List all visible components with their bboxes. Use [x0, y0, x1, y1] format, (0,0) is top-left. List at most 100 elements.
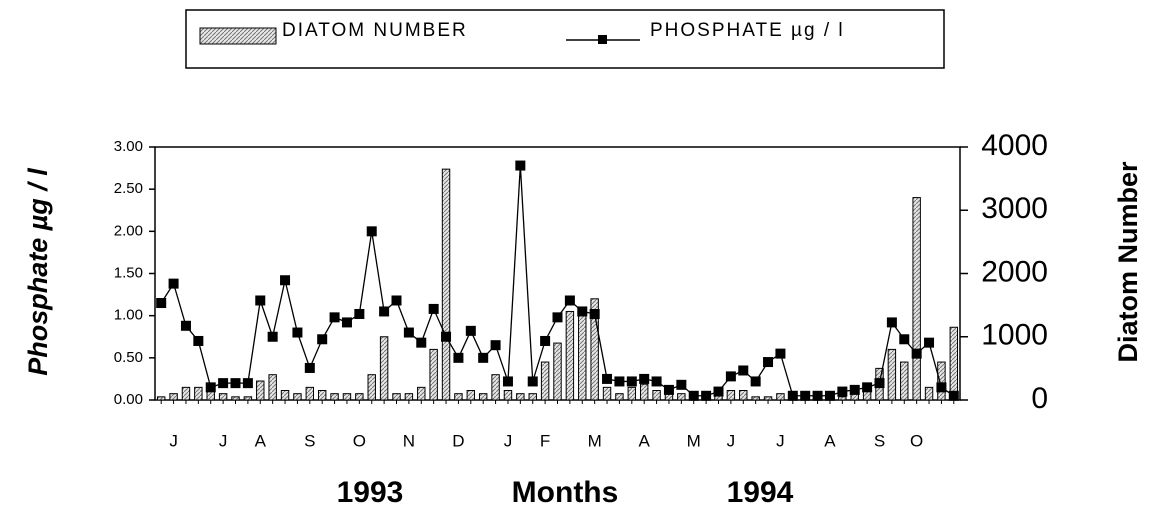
- x-tick-label: A: [824, 431, 836, 450]
- bar: [590, 298, 599, 401]
- x-axis-title: Months: [512, 476, 619, 509]
- y2-tick-label: 1000: [981, 319, 1048, 352]
- x-tick-label: J: [219, 431, 228, 450]
- marker: [329, 312, 340, 323]
- bar: [218, 393, 228, 401]
- marker: [849, 384, 860, 395]
- y2-tick-label: 3000: [981, 192, 1048, 225]
- marker: [948, 390, 959, 401]
- year-label: 1993: [337, 476, 404, 509]
- bar: [466, 390, 476, 401]
- x-tick-label: A: [255, 431, 267, 450]
- marker: [874, 378, 885, 389]
- bar: [404, 393, 414, 401]
- x-tick-label: A: [639, 431, 651, 450]
- marker: [837, 386, 848, 397]
- bar: [231, 396, 240, 401]
- marker: [515, 160, 526, 171]
- bar: [392, 393, 401, 401]
- x-tick-label: J: [169, 431, 178, 450]
- marker: [428, 303, 439, 314]
- bar: [429, 348, 438, 401]
- marker: [602, 373, 613, 384]
- marker: [391, 295, 402, 306]
- marker: [230, 378, 241, 389]
- bar: [367, 374, 376, 401]
- y2-tick-label: 2000: [981, 255, 1048, 288]
- marker: [886, 317, 897, 328]
- legend-swatch-marker: [598, 35, 607, 44]
- x-tick-label: J: [776, 431, 785, 450]
- bar: [491, 374, 500, 401]
- bar: [293, 393, 302, 401]
- y-tick-label: 2.00: [114, 222, 143, 239]
- bar: [739, 390, 748, 401]
- x-tick-label: M: [687, 431, 701, 450]
- marker: [614, 376, 625, 387]
- marker: [651, 376, 662, 387]
- legend-label: PHOSPHATE µg / l: [650, 20, 845, 41]
- marker: [713, 386, 724, 397]
- marker: [193, 335, 204, 346]
- marker: [639, 373, 650, 384]
- bar: [441, 168, 451, 401]
- bar: [912, 197, 921, 401]
- marker: [168, 278, 179, 289]
- bar: [280, 390, 290, 401]
- y-tick-label: 0.50: [114, 349, 143, 366]
- bar: [652, 390, 661, 401]
- legend-box: [185, 9, 945, 69]
- bar: [417, 386, 426, 401]
- marker: [341, 317, 352, 328]
- x-tick-label: F: [540, 431, 550, 450]
- marker: [812, 390, 823, 401]
- x-tick-label: S: [874, 431, 885, 450]
- marker: [280, 275, 291, 286]
- bar: [937, 361, 946, 401]
- marker: [416, 337, 427, 348]
- bar: [565, 310, 575, 401]
- bar: [553, 342, 562, 401]
- y2-tick-label: 0: [1031, 382, 1048, 415]
- marker: [502, 376, 513, 387]
- marker: [242, 378, 253, 389]
- marker: [267, 331, 278, 342]
- x-tick-label: S: [304, 431, 315, 450]
- marker: [800, 390, 811, 401]
- marker: [775, 348, 786, 359]
- bar: [602, 386, 612, 401]
- x-tick-label: O: [353, 431, 366, 450]
- marker: [763, 357, 774, 368]
- legend-swatch-bar: [199, 27, 277, 45]
- bar: [751, 396, 760, 401]
- bar: [305, 386, 315, 401]
- marker: [589, 308, 600, 319]
- bar: [317, 390, 327, 401]
- marker: [564, 295, 575, 306]
- bar: [379, 336, 389, 401]
- marker: [255, 295, 266, 306]
- bar: [342, 393, 352, 401]
- bar: [330, 393, 339, 401]
- bar: [887, 348, 897, 401]
- marker: [824, 390, 835, 401]
- bar: [615, 393, 624, 401]
- marker: [862, 382, 873, 393]
- marker: [688, 390, 699, 401]
- marker: [577, 306, 588, 317]
- bar: [256, 380, 265, 401]
- x-tick-label: M: [588, 431, 602, 450]
- marker: [663, 384, 674, 395]
- bar: [243, 396, 253, 401]
- y-tick-label: 1.00: [114, 307, 143, 324]
- bar: [776, 393, 785, 401]
- bar: [169, 393, 178, 401]
- y2-tick-label: 4000: [981, 129, 1048, 162]
- marker: [787, 390, 798, 401]
- marker: [701, 390, 712, 401]
- y2-axis-title: Diatom Number: [1113, 161, 1143, 363]
- x-tick-label: J: [727, 431, 736, 450]
- bar: [677, 393, 686, 401]
- y-tick-label: 2.50: [114, 180, 143, 197]
